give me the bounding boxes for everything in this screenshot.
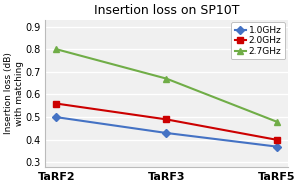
2.7GHz (54, 48, 58, 50)
2.0GHz (54, 102, 58, 105)
2.7GHz (275, 121, 278, 123)
Y-axis label: Insertion loss (dB)
with matching: Insertion loss (dB) with matching (4, 52, 24, 134)
Line: 2.0GHz: 2.0GHz (53, 101, 279, 142)
Title: Insertion loss on SP10T: Insertion loss on SP10T (94, 4, 239, 17)
2.7GHz (165, 78, 168, 80)
1.0GHz (275, 145, 278, 148)
1.0GHz (165, 132, 168, 134)
Line: 1.0GHz: 1.0GHz (53, 114, 279, 149)
2.0GHz (275, 139, 278, 141)
2.0GHz (165, 118, 168, 121)
Legend: 1.0GHz, 2.0GHz, 2.7GHz: 1.0GHz, 2.0GHz, 2.7GHz (231, 23, 285, 59)
1.0GHz (54, 116, 58, 118)
Line: 2.7GHz: 2.7GHz (53, 46, 280, 125)
